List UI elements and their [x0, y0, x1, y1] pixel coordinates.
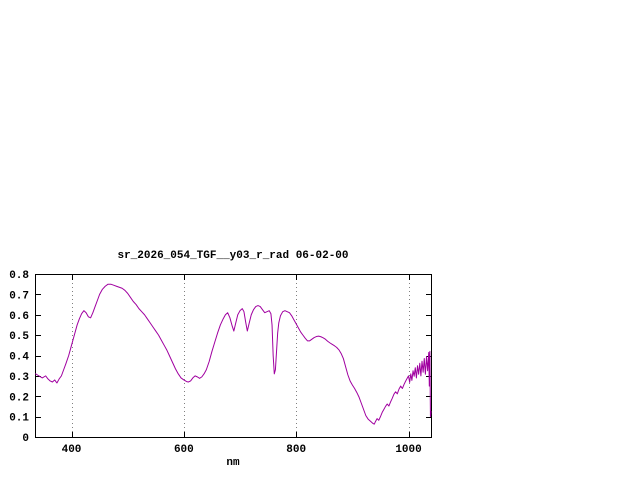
- y-tick-label: 0.6: [9, 311, 29, 323]
- y-tick-label: 0.4: [9, 352, 29, 364]
- x-tick-label: 600: [174, 444, 194, 456]
- y-tick-label: 0.3: [9, 372, 29, 384]
- y-tick-label: 0.2: [9, 392, 29, 404]
- y-tick-label: 0.7: [9, 290, 29, 302]
- chart-title: sr_2026_054_TGF__y03_r_rad 06-02-00: [117, 250, 349, 262]
- series-line: [35, 283, 432, 425]
- x-axis-label: nm: [226, 457, 240, 469]
- y-tick-label: 0.1: [9, 413, 29, 425]
- x-tick-label: 800: [286, 444, 306, 456]
- x-tick-label: 1000: [395, 444, 421, 456]
- plot-border: [35, 274, 432, 438]
- y-tick-label: 0.8: [9, 270, 29, 282]
- x-tick-label: 400: [62, 444, 82, 456]
- y-tick-label: 0.5: [9, 331, 29, 343]
- y-tick-label: 0: [22, 433, 29, 445]
